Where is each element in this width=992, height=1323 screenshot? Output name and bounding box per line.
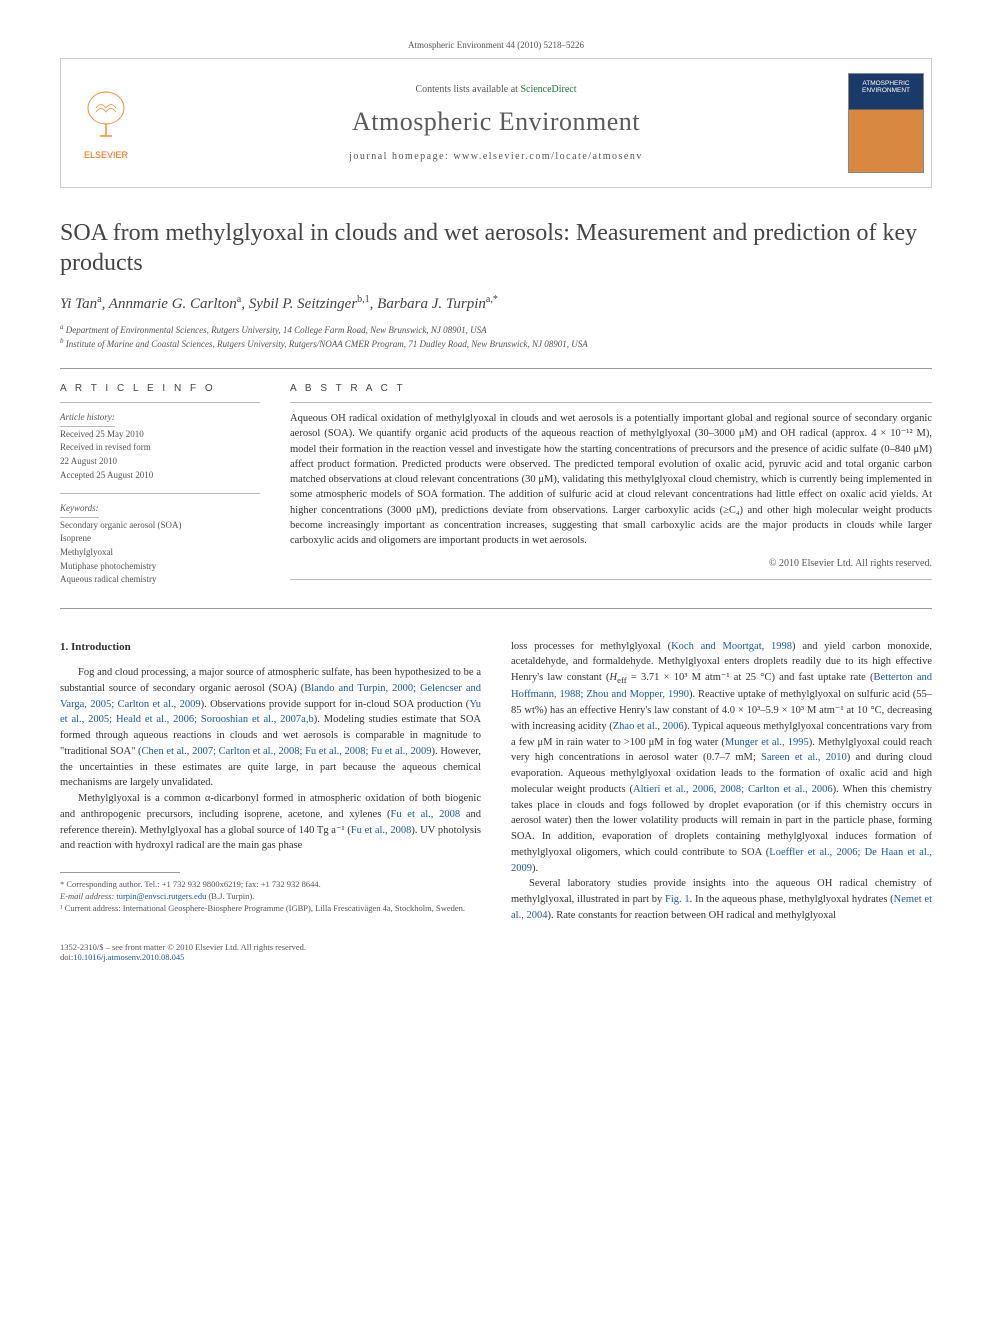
citation[interactable]: Fu et al., 2008 [351, 825, 412, 836]
journal-cover: ATMOSPHERIC ENVIRONMENT [841, 59, 931, 187]
doi-line: doi:10.1016/j.atmosenv.2010.08.045 [60, 952, 306, 962]
corresponding-author: * Corresponding author. Tel.: +1 732 932… [60, 879, 481, 891]
homepage-prefix: journal homepage: [349, 151, 453, 162]
history-line: 22 August 2010 [60, 455, 260, 468]
abstract: A B S T R A C T Aqueous OH radical oxida… [290, 383, 932, 598]
keyword: Aqueous radical chemistry [60, 573, 260, 586]
keyword: Mutiphase photochemistry [60, 560, 260, 573]
column-right: loss processes for methylglyoxal (Koch a… [511, 639, 932, 924]
email-link[interactable]: turpin@envsci.rutgers.edu [116, 891, 206, 901]
citation[interactable]: Loeffler et al., 2006; De Haan et al., 2… [511, 847, 932, 874]
history-block: Article history: Received 25 May 2010 Re… [60, 411, 260, 481]
history-label: Article history: [60, 411, 115, 427]
body-paragraph: Several laboratory studies provide insig… [511, 876, 932, 923]
column-left: 1. Introduction Fog and cloud processing… [60, 639, 481, 924]
cover-thumbnail: ATMOSPHERIC ENVIRONMENT [848, 73, 924, 173]
email-suffix: (B.J. Turpin). [206, 891, 254, 901]
journal-homepage: journal homepage: www.elsevier.com/locat… [349, 151, 643, 162]
abstract-heading: A B S T R A C T [290, 383, 932, 394]
email-line: E-mail address: turpin@envsci.rutgers.ed… [60, 891, 481, 903]
citation[interactable]: Sareen et al., 2010 [761, 752, 847, 763]
divider [60, 608, 932, 609]
doi-label: doi: [60, 952, 73, 962]
keyword: Isoprene [60, 532, 260, 545]
authors: Yi Tana, Annmarie G. Carltona, Sybil P. … [60, 294, 932, 313]
affiliation-b: b b Institute of Marine and Coastal Scie… [60, 337, 932, 351]
history-line: Received in revised form [60, 441, 260, 454]
elsevier-tree-icon [76, 86, 136, 146]
keywords-block: Keywords: Secondary organic aerosol (SOA… [60, 502, 260, 586]
homepage-url[interactable]: www.elsevier.com/locate/atmosenv [453, 151, 643, 162]
current-address: ¹ Current address: International Geosphe… [60, 903, 481, 915]
citation[interactable]: Altieri et al., 2006, 2008; Carlton et a… [633, 784, 833, 795]
citation[interactable]: Fu et al., 2008 [391, 809, 461, 820]
citation[interactable]: Betterton and Hoffmann, 1988; Zhou and M… [511, 672, 932, 700]
divider [60, 368, 932, 369]
body-paragraph: loss processes for methylglyoxal (Koch a… [511, 639, 932, 877]
section-title: Introduction [71, 641, 131, 653]
journal-center: Contents lists available at ScienceDirec… [151, 59, 841, 187]
abstract-text: Aqueous OH radical oxidation of methylgl… [290, 411, 932, 548]
copyright: © 2010 Elsevier Ltd. All rights reserved… [290, 558, 932, 569]
info-abstract-row: A R T I C L E I N F O Article history: R… [60, 383, 932, 598]
issn-copyright: 1352-2310/$ – see front matter © 2010 El… [60, 942, 306, 962]
affiliations: a a Department of Environmental Sciences… [60, 323, 932, 350]
footnotes: * Corresponding author. Tel.: +1 732 932… [60, 879, 481, 915]
body-paragraph: Methylglyoxal is a common α-dicarbonyl f… [60, 791, 481, 854]
divider [290, 579, 932, 580]
history-line: Received 25 May 2010 [60, 428, 260, 441]
header-citation: Atmospheric Environment 44 (2010) 5218–5… [60, 40, 932, 50]
citation[interactable]: Munger et al., 1995 [725, 737, 809, 748]
history-line: Accepted 25 August 2010 [60, 469, 260, 482]
affiliation-a: a a Department of Environmental Sciences… [60, 323, 932, 337]
figure-ref[interactable]: Fig. 1 [665, 894, 690, 905]
journal-header-box: ELSEVIER Contents lists available at Sci… [60, 58, 932, 188]
section-heading: 1. Introduction [60, 639, 481, 656]
publisher-logo: ELSEVIER [61, 59, 151, 187]
keyword: Secondary organic aerosol (SOA) [60, 519, 260, 532]
divider [60, 402, 260, 403]
issn-line: 1352-2310/$ – see front matter © 2010 El… [60, 942, 306, 952]
divider [60, 493, 260, 494]
cover-title: ATMOSPHERIC ENVIRONMENT [849, 80, 923, 94]
title-block: SOA from methylglyoxal in clouds and wet… [60, 218, 932, 350]
doi-link[interactable]: 10.1016/j.atmosenv.2010.08.045 [73, 952, 184, 962]
body-paragraph: Fog and cloud processing, a major source… [60, 665, 481, 791]
body-columns: 1. Introduction Fog and cloud processing… [60, 639, 932, 924]
article-info: A R T I C L E I N F O Article history: R… [60, 383, 260, 598]
section-number: 1. [60, 641, 68, 653]
contents-prefix: Contents lists available at [415, 84, 520, 95]
citation[interactable]: Zhao et al., 2006 [613, 721, 684, 732]
keywords-label: Keywords: [60, 502, 99, 518]
article-info-heading: A R T I C L E I N F O [60, 383, 260, 394]
email-label: E-mail address: [60, 891, 116, 901]
keyword: Methylglyoxal [60, 546, 260, 559]
citation[interactable]: Chen et al., 2007; Carlton et al., 2008;… [142, 746, 432, 757]
journal-name: Atmospheric Environment [352, 107, 640, 137]
bottom-info: 1352-2310/$ – see front matter © 2010 El… [60, 942, 932, 962]
citation[interactable]: Koch and Moortgat, 1998 [671, 641, 792, 652]
article-title: SOA from methylglyoxal in clouds and wet… [60, 218, 932, 278]
citation[interactable]: Blando and Turpin, 2000; Gelencser and V… [60, 683, 481, 710]
divider [290, 402, 932, 403]
footnote-separator [60, 872, 180, 873]
contents-available-line: Contents lists available at ScienceDirec… [415, 84, 576, 95]
citation[interactable]: Nemet et al., 2004 [511, 894, 932, 921]
sciencedirect-link[interactable]: ScienceDirect [520, 84, 576, 95]
publisher-name: ELSEVIER [84, 150, 128, 160]
